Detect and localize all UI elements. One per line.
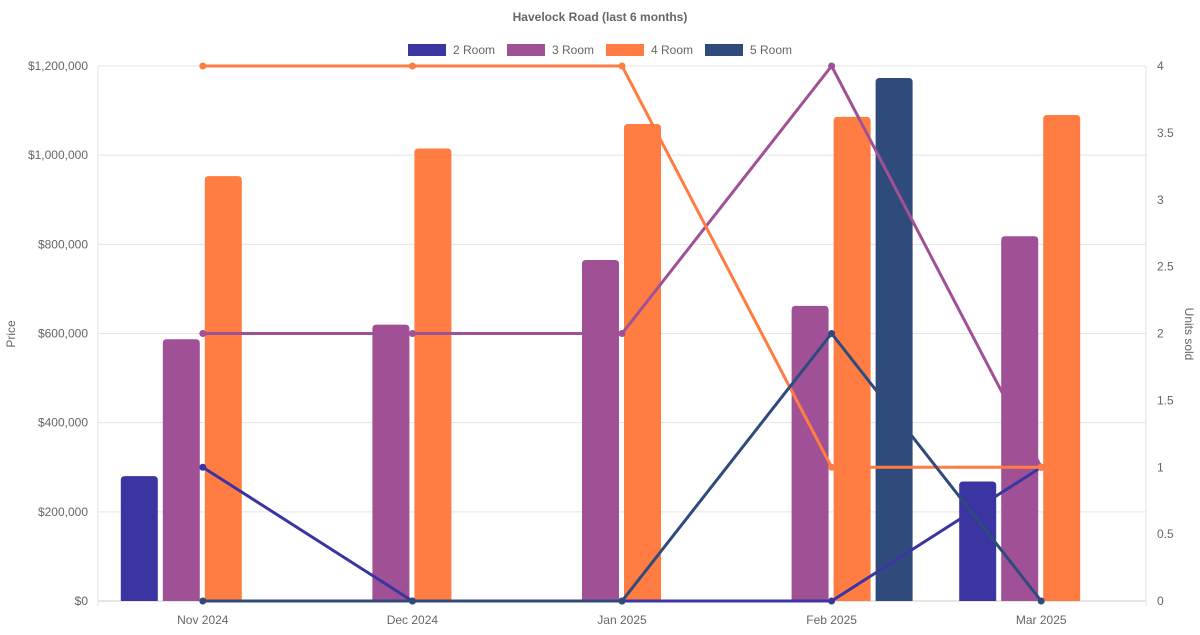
line-point	[618, 330, 626, 337]
line-point	[1037, 597, 1045, 605]
y2-tick-label: 3.5	[1157, 126, 1174, 140]
line-point	[199, 463, 207, 471]
y-tick-label: $1,000,000	[28, 148, 88, 162]
bar-3-room	[372, 324, 410, 601]
y-tick-label: $0	[75, 594, 89, 608]
legend-swatch	[606, 44, 644, 56]
bars	[120, 78, 1081, 602]
line-point	[408, 597, 416, 605]
line-point	[828, 463, 836, 471]
line-point	[199, 330, 207, 337]
line-point	[408, 330, 416, 337]
line-2-room	[201, 465, 1043, 603]
legend: 2 Room 3 Room 4 Room 5 Room	[408, 43, 792, 57]
y2-tick-label: 4	[1157, 59, 1164, 73]
line-point	[199, 597, 207, 605]
x-tick-label: Feb 2025	[806, 613, 857, 627]
y2-tick-label: 3	[1157, 193, 1164, 207]
bar-5-room	[875, 78, 913, 602]
line-3-room	[202, 63, 1043, 468]
y2-tick-label: 0	[1157, 594, 1164, 608]
y2-tick-label: 0.5	[1157, 527, 1174, 541]
y-tick-label: $200,000	[38, 505, 88, 519]
bar-3-room	[1001, 236, 1039, 601]
y-tick-label: $400,000	[38, 416, 88, 430]
y-tick-label: $800,000	[38, 237, 88, 251]
y2-tick-label: 2.5	[1157, 260, 1174, 274]
line-4-room	[202, 64, 1042, 469]
legend-label: 4 Room	[651, 43, 693, 57]
x-tick-label: Nov 2024	[177, 613, 229, 627]
legend-swatch	[705, 44, 743, 56]
line-point	[199, 62, 207, 70]
y2-tick-label: 2	[1157, 327, 1164, 341]
y2-tick-label: 1	[1157, 460, 1164, 474]
legend-swatch	[507, 44, 545, 56]
line-point	[618, 62, 626, 70]
y2-tick-label: 1.5	[1157, 393, 1174, 407]
x-tick-label: Dec 2024	[387, 613, 439, 627]
x-tick-label: Mar 2025	[1016, 613, 1067, 627]
line-point	[618, 597, 626, 605]
legend-label: 5 Room	[750, 43, 792, 57]
x-tick-label: Jan 2025	[597, 613, 647, 627]
bar-2-room	[120, 476, 158, 601]
bar-4-room	[204, 176, 242, 601]
line-point	[1037, 463, 1045, 471]
legend-label: 2 Room	[453, 43, 495, 57]
y-axis-label: Price	[4, 320, 18, 348]
bar-4-room	[624, 123, 661, 601]
bar-4-room	[1043, 115, 1081, 602]
bar-3-room	[162, 339, 200, 601]
bar-3-room	[582, 259, 619, 601]
line-point	[408, 62, 416, 70]
lines	[199, 62, 1045, 605]
y-tick-label: $600,000	[38, 327, 88, 341]
legend-swatch	[408, 44, 446, 56]
line-point	[828, 62, 836, 70]
y-tick-label: $1,200,000	[28, 59, 88, 73]
bar-3-room	[791, 305, 829, 601]
bar-4-room	[414, 148, 452, 601]
chart-title: Havelock Road (last 6 months)	[513, 10, 688, 24]
y2-axis-label: Units sold	[1182, 308, 1196, 361]
line-point	[828, 330, 836, 337]
bar-2-room	[959, 481, 997, 601]
line-point	[828, 597, 836, 605]
legend-label: 3 Room	[552, 43, 594, 57]
